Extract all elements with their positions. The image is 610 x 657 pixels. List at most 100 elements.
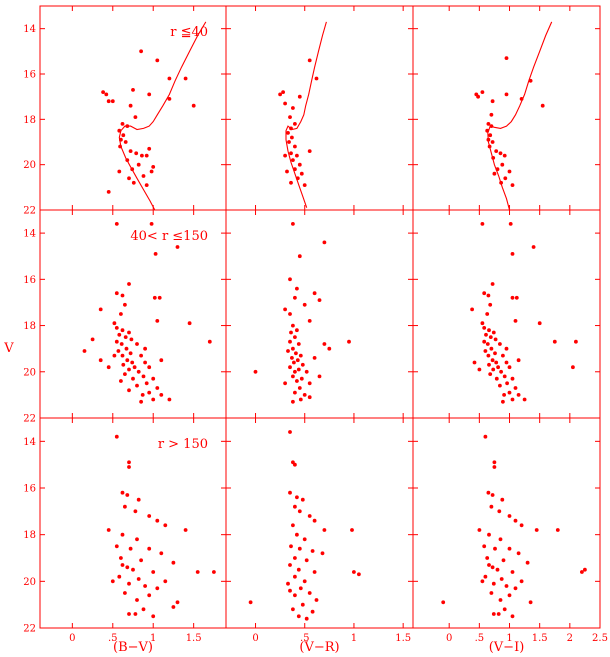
star-point: [128, 149, 133, 154]
star-point: [136, 577, 141, 581]
star-point: [492, 460, 497, 465]
star-point: [516, 358, 521, 363]
star-point: [117, 332, 122, 337]
star-point: [131, 567, 135, 572]
panel-r3-c2: [225, 417, 414, 629]
star-point: [123, 591, 127, 595]
star-point: [295, 286, 299, 291]
star-point: [312, 570, 317, 574]
star-point: [484, 332, 488, 337]
star-point: [487, 362, 491, 367]
x-tick-label: 1.5: [395, 633, 411, 644]
star-point: [288, 490, 292, 495]
star-point: [295, 328, 299, 333]
star-point: [293, 369, 297, 374]
star-point: [106, 365, 111, 370]
panel-radius-label: r > 150: [158, 437, 208, 452]
star-point: [493, 337, 498, 342]
star-point: [320, 551, 325, 556]
star-point: [486, 490, 491, 495]
star-point: [482, 339, 487, 344]
star-point: [299, 171, 304, 176]
star-point: [555, 528, 560, 532]
star-point: [507, 365, 512, 370]
star-point: [151, 376, 156, 381]
star-point: [552, 339, 557, 344]
star-point: [293, 295, 297, 300]
star-point: [491, 367, 496, 372]
star-point: [501, 558, 506, 563]
y-tick-label: 18: [23, 115, 36, 126]
y-tick-label: 14: [23, 229, 36, 240]
star-point: [191, 103, 196, 108]
star-point: [490, 140, 495, 144]
star-point: [300, 497, 305, 502]
star-point: [128, 351, 133, 356]
x-tick-label: 0: [69, 633, 75, 644]
star-point: [135, 537, 139, 542]
star-point: [147, 514, 152, 518]
x-tick-label: .5: [108, 633, 118, 644]
star-point: [152, 295, 157, 300]
star-point: [127, 330, 131, 335]
star-point: [125, 493, 130, 497]
star-point: [120, 563, 125, 567]
star-point: [195, 570, 200, 574]
star-point: [295, 379, 299, 383]
star-point: [125, 124, 130, 128]
star-point: [297, 386, 302, 390]
star-point: [300, 602, 305, 607]
star-point: [147, 365, 152, 370]
star-point: [98, 307, 103, 312]
star-point: [495, 167, 500, 172]
star-point: [293, 462, 297, 467]
star-point: [294, 351, 298, 356]
star-point: [175, 600, 180, 605]
star-point: [289, 544, 293, 549]
star-point: [253, 369, 258, 374]
star-point: [167, 76, 172, 81]
star-point: [295, 495, 299, 500]
panel-marks: [106, 434, 216, 619]
star-point: [155, 586, 160, 591]
star-point: [314, 76, 319, 81]
star-point: [127, 581, 131, 586]
star-point: [310, 609, 315, 614]
star-point: [501, 353, 505, 358]
star-point: [495, 567, 500, 572]
star-point: [135, 383, 139, 388]
star-point: [307, 58, 312, 63]
star-point: [98, 358, 103, 363]
star-point: [298, 397, 303, 402]
star-point: [482, 544, 487, 549]
star-point: [310, 549, 315, 553]
star-point: [519, 523, 524, 528]
star-point: [151, 397, 156, 402]
star-point: [297, 546, 302, 551]
star-point: [513, 319, 518, 323]
isochrone-line: [487, 21, 553, 210]
star-point: [295, 176, 300, 181]
star-point: [510, 397, 515, 402]
star-point: [288, 312, 292, 316]
star-point: [489, 346, 494, 351]
star-point: [288, 430, 292, 434]
star-point: [289, 126, 293, 131]
star-point: [498, 151, 503, 156]
star-point: [128, 546, 133, 551]
star-point: [487, 144, 492, 149]
star-point: [499, 180, 503, 185]
star-point: [114, 339, 119, 344]
star-point: [140, 153, 144, 158]
star-point: [480, 90, 485, 94]
star-point: [119, 342, 124, 346]
panel-marks: [470, 222, 578, 404]
star-point: [139, 49, 144, 54]
star-point: [293, 574, 297, 579]
star-point: [155, 386, 160, 390]
star-point: [477, 528, 482, 532]
star-point: [127, 612, 131, 616]
star-point: [510, 376, 515, 381]
star-point: [492, 171, 497, 176]
star-point: [493, 351, 497, 356]
